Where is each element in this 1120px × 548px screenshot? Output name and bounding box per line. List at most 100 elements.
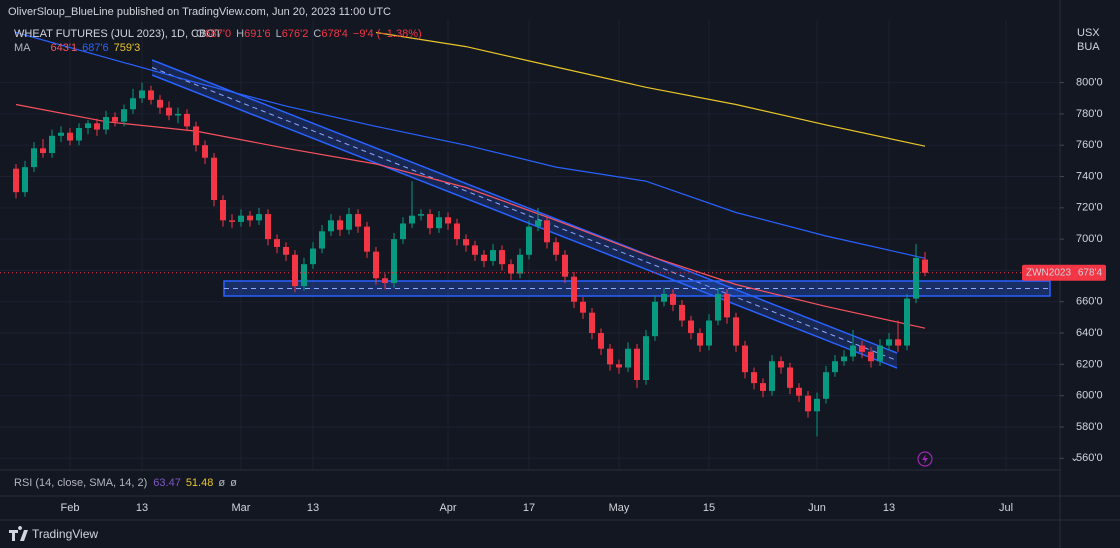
alert-icon[interactable] — [922, 454, 928, 464]
candle-body — [94, 123, 100, 130]
x-tick-label: Jun — [808, 502, 826, 514]
y-tick-label: 640'0 — [1076, 327, 1103, 339]
candle-body — [589, 312, 595, 334]
ohlc-value: 687'0 — [205, 28, 232, 40]
candle-body — [238, 215, 244, 222]
candle-body — [130, 98, 136, 110]
ma-value: 687'6 — [82, 42, 109, 54]
candle-body — [229, 220, 235, 222]
candle-body — [247, 215, 253, 221]
y-tick-label: 600'0 — [1076, 390, 1103, 402]
candle-body — [535, 220, 541, 227]
ma-value: 759'3 — [114, 42, 141, 54]
candle-body — [202, 145, 208, 158]
candle-body — [733, 317, 739, 346]
plot-area — [0, 31, 1060, 437]
x-tick-label: 13 — [883, 502, 895, 514]
candle-body — [490, 250, 496, 262]
ma-legend: MA 643'1 687'6 759'3 — [14, 42, 140, 54]
candle-body — [31, 148, 37, 168]
candle-body — [805, 395, 811, 412]
alert-icon[interactable] — [917, 451, 933, 467]
candle-body — [598, 333, 604, 349]
candle-body — [346, 214, 352, 230]
candle-body — [868, 351, 874, 362]
candle-body — [481, 254, 487, 262]
rsi-value: ø — [218, 477, 225, 489]
candle-body — [472, 245, 478, 255]
candle-body — [769, 361, 775, 391]
y-tick-label: 560'0 — [1076, 452, 1103, 464]
axis-marker: ⌄ — [1070, 452, 1079, 464]
price-tag-symbol: ZWN2023 — [1026, 267, 1071, 278]
candle-body — [634, 348, 640, 380]
candle-body — [724, 293, 730, 318]
candle-body — [778, 361, 784, 368]
candle-body — [265, 214, 271, 240]
x-tick-label: Feb — [61, 502, 80, 514]
price-tag — [1022, 264, 1106, 281]
candle-body — [391, 239, 397, 283]
candle-body — [112, 117, 118, 122]
candle-body — [913, 257, 919, 299]
change: −9'4 (−1.38%) — [353, 28, 422, 40]
candle-body — [301, 264, 307, 287]
candle-body — [580, 301, 586, 313]
candle-body — [454, 223, 460, 240]
x-tick-label: 13 — [136, 502, 148, 514]
brand: TradingView — [32, 527, 98, 541]
y-tick-label: 580'0 — [1076, 421, 1103, 433]
x-tick-label: 15 — [703, 502, 715, 514]
y-tick-label: 620'0 — [1076, 358, 1103, 370]
rsi-value: ø — [230, 477, 237, 489]
logo[interactable]: TradingView — [9, 526, 98, 541]
channel-line — [151, 74, 898, 369]
candle-body — [319, 231, 325, 249]
candle-body — [652, 301, 658, 337]
candle-body — [499, 250, 505, 265]
candle-body — [517, 254, 523, 274]
candle-body — [859, 345, 865, 352]
attribution: OliverSloup_BlueLine published on Tradin… — [8, 6, 391, 18]
candle-body — [436, 217, 442, 229]
ohlc-value: 691'6 — [244, 28, 271, 40]
candle-body — [823, 372, 829, 399]
y-tick-label: 660'0 — [1076, 296, 1103, 308]
candle-body — [166, 107, 172, 116]
candle-body — [607, 348, 613, 365]
candle-body — [121, 109, 127, 122]
rsi-value: 51.48 — [186, 477, 214, 489]
candle-body — [157, 99, 163, 108]
candle-body — [850, 345, 856, 357]
channel-mid — [151, 67, 898, 361]
candle-body — [832, 361, 838, 373]
candle-body — [688, 320, 694, 334]
channel-line — [151, 59, 898, 354]
candle-body — [220, 200, 226, 221]
candle-body — [625, 348, 631, 368]
candle-body — [382, 278, 388, 283]
y-tick-label: 800'0 — [1076, 77, 1103, 89]
candle-body — [922, 259, 928, 273]
currency: USX — [1077, 27, 1100, 39]
candle-body — [22, 167, 28, 193]
candle-body — [76, 128, 82, 141]
candle-body — [643, 336, 649, 380]
candle-body — [877, 345, 883, 362]
candle-body — [85, 123, 91, 128]
ohlc-value: 676'2 — [282, 28, 309, 40]
candle-body — [364, 226, 370, 252]
candle-body — [445, 217, 451, 224]
candle-body — [886, 339, 892, 346]
x-tick-label: May — [609, 502, 630, 514]
candle-body — [796, 387, 802, 396]
y-tick-label: 780'0 — [1076, 108, 1103, 120]
candle-body — [904, 298, 910, 346]
candle-body — [661, 293, 667, 302]
rsi-title: RSI (14, close, SMA, 14, 2) — [14, 477, 147, 489]
candle-body — [742, 345, 748, 373]
candle-body — [418, 214, 424, 216]
candle-body — [193, 126, 199, 146]
x-tick-label: Jul — [999, 502, 1013, 514]
